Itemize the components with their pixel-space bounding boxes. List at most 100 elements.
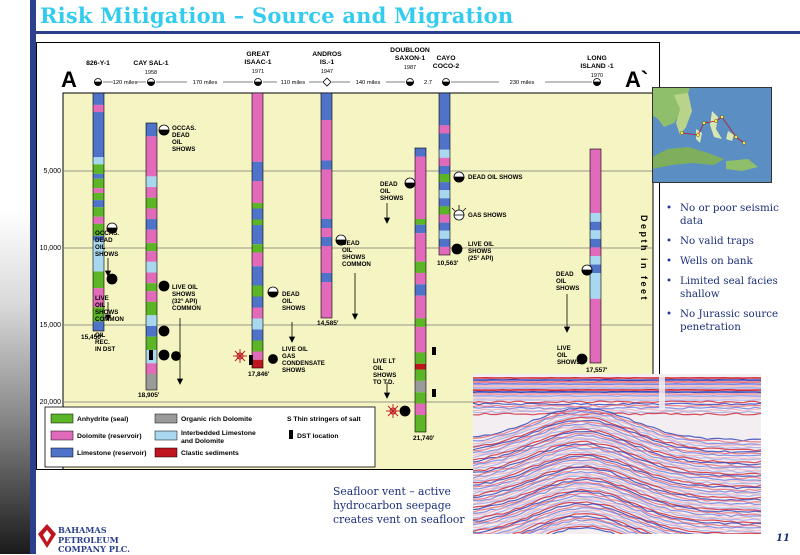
- show-annotation: LIVE: [95, 295, 109, 302]
- well-name: COCO-2: [433, 63, 460, 70]
- lithology-segment: [321, 120, 332, 161]
- depth-tick: 20,000: [40, 399, 62, 406]
- well-td: 17,557': [586, 367, 608, 374]
- show-annotation: OIL: [556, 278, 567, 285]
- show-annotation: (32° API): [172, 298, 197, 305]
- well-name: ANDROS: [312, 51, 342, 58]
- legend-interbedded-2: and Dolomite: [181, 438, 224, 445]
- show-annotation: LIVE OIL: [468, 241, 494, 248]
- depth-tick: 10,000: [40, 245, 62, 252]
- legend-interbedded: Interbedded Limestone: [181, 430, 256, 437]
- lithology-segment: [252, 93, 263, 162]
- lithology-segment: [93, 272, 104, 289]
- company-name: Bahamas Petroleum Company plc.: [58, 526, 130, 555]
- lithology-segment: [415, 233, 426, 261]
- lithology-segment: [439, 198, 450, 206]
- seismic-section-image: [473, 374, 761, 534]
- well-spacing: 2.7: [424, 80, 432, 86]
- well-td: 17,846': [248, 371, 270, 378]
- section-start-label: A: [61, 67, 77, 92]
- bullet-item: No Jurassic source penetration: [660, 308, 790, 334]
- show-annotation: REC.: [95, 339, 110, 346]
- lithology-segment: [146, 302, 157, 315]
- bullet-item: No valid traps: [660, 235, 790, 248]
- lithology-segment: [321, 93, 332, 120]
- lithology-segment: [93, 200, 104, 207]
- legend-limestone: Limestone (reservoir): [77, 450, 147, 457]
- slide-title: Risk Mitigation – Source and Migration: [40, 3, 513, 28]
- well-spacing: 230 miles: [510, 80, 535, 86]
- bullet-item: No or poor seismic data: [660, 202, 790, 228]
- lithology-segment: [415, 318, 426, 327]
- show-annotation: OIL: [342, 247, 353, 254]
- well-name: CAY SAL-1: [133, 60, 168, 67]
- lithology-segment: [321, 273, 332, 282]
- lithology-segment: [146, 315, 157, 326]
- lithology-segment: [146, 273, 157, 284]
- location-map-image: [652, 87, 772, 183]
- show-annotation: OIL: [373, 365, 384, 372]
- lithology-segment: [146, 291, 157, 302]
- depth-tick: 15,000: [40, 322, 62, 329]
- well-name: SAXON-1: [395, 55, 425, 62]
- legend-dst: DST location: [297, 433, 339, 440]
- show-annotation: DEAD: [95, 237, 113, 244]
- well-spacing: 140 miles: [356, 80, 381, 86]
- lithology-segment: [439, 239, 450, 247]
- bullet-item: Limited seal facies shallow: [660, 275, 790, 301]
- show-annotation: SHOWS: [282, 305, 305, 312]
- lithology-segment: [321, 237, 332, 246]
- show-annotation: SHOWS: [373, 372, 396, 379]
- lithology-segment: [252, 286, 263, 297]
- well-td: 18,905': [138, 392, 160, 399]
- show-annotation: DEAD: [380, 181, 398, 188]
- lithology-segment: [146, 219, 157, 230]
- lithology-segment: [146, 283, 157, 291]
- lithology-segment: [93, 207, 104, 217]
- lithology-segment: [439, 182, 450, 190]
- lithology-segment: [415, 296, 426, 319]
- show-annotation: SHOWS: [557, 359, 580, 366]
- page-number: 11: [776, 533, 790, 544]
- lithology-segment: [146, 136, 157, 176]
- lithology-segment: [252, 308, 263, 319]
- lithology-segment: [439, 150, 450, 158]
- lithology-segment: [252, 266, 263, 285]
- lithology-segment: [252, 203, 263, 209]
- lithology-segment: [590, 149, 601, 213]
- show-annotation: OIL: [172, 139, 183, 146]
- well-name: ISLAND -1: [580, 63, 613, 70]
- lithology-segment: [590, 213, 601, 222]
- lithology-segment: [415, 370, 426, 381]
- lithology-segment: [93, 93, 104, 105]
- show-annotation: GAS: [282, 353, 295, 360]
- show-annotation: LIVE: [557, 345, 571, 352]
- lithology-segment: [146, 262, 157, 273]
- bullet-item: Wells on bank: [660, 255, 790, 268]
- show-annotation: DEAD: [556, 271, 574, 278]
- well-year: 1971: [252, 69, 264, 75]
- show-annotation: OIL: [95, 302, 106, 309]
- lithology-segment: [252, 162, 263, 181]
- lithology-segment: [415, 148, 426, 157]
- lithology-segment: [590, 247, 601, 256]
- well-spacing: 110 miles: [281, 80, 305, 86]
- well-td: 14,585': [317, 320, 339, 327]
- well-spacing: 170 miles: [193, 80, 218, 86]
- show-annotation: DEAD: [342, 240, 360, 247]
- well-td: 21,740': [413, 435, 435, 442]
- lithology-segment: [321, 246, 332, 273]
- well-name: GREAT: [246, 51, 270, 58]
- well-td: 10,563': [437, 260, 459, 267]
- well-name: CAYO: [436, 55, 455, 62]
- lithology-segment: [439, 174, 450, 182]
- show-annotation: DEAD OIL SHOWS: [468, 174, 523, 181]
- show-annotation: SHOWS: [282, 367, 305, 374]
- lithology-segment: [590, 230, 601, 239]
- lithology-segment: [439, 158, 450, 166]
- lithology-segment: [252, 319, 263, 330]
- lithology-segment: [252, 244, 263, 252]
- lithology-segment: [252, 360, 263, 368]
- show-annotation: SHOWS: [556, 285, 579, 292]
- section-end-label: A`: [625, 67, 648, 92]
